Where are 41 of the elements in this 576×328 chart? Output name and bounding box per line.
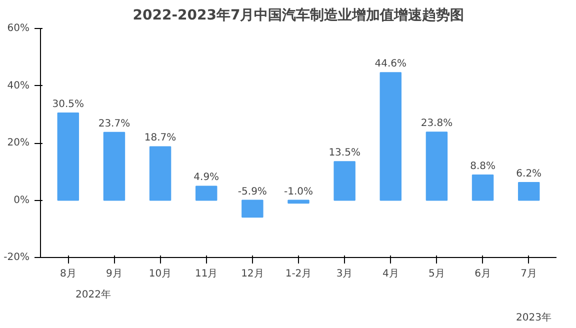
x-tick-label: 6月 (474, 268, 491, 280)
x-tick-label: 12月 (241, 268, 264, 280)
bar (380, 72, 402, 201)
data-label: 13.5% (328, 148, 360, 159)
x-tick-label: 9月 (106, 268, 122, 280)
bar (103, 132, 126, 201)
bar (57, 112, 80, 201)
data-label: -5.9% (238, 186, 267, 198)
x-tick-label: 7月 (520, 268, 538, 280)
x-tick-label: 3月 (336, 268, 353, 280)
y-tick-label: -20% (4, 252, 30, 263)
y-tick-label: 20% (7, 138, 30, 148)
bar (195, 186, 218, 201)
y-tick-label: 40% (7, 80, 30, 92)
x-tick-label: 11月 (194, 268, 218, 280)
bar (518, 182, 540, 201)
x-tick-label: 5月 (428, 268, 445, 280)
data-label: 23.7% (98, 118, 130, 130)
data-label: 6.2% (516, 168, 542, 180)
data-label: -1.0% (284, 186, 314, 198)
bar (472, 174, 494, 201)
x-tick-label: 10月 (148, 268, 172, 280)
y-tick-label: 60% (7, 23, 30, 34)
data-label: 44.6% (374, 58, 407, 70)
y-tick-label: 0% (14, 194, 30, 206)
bar (242, 200, 264, 218)
data-label: 8.8% (470, 161, 496, 172)
bar (149, 146, 172, 201)
bar (426, 132, 448, 201)
text: 2023年 (516, 312, 552, 324)
x-tick-label: 4月 (382, 268, 399, 280)
data-label: 4.9% (194, 172, 220, 184)
chart-title: 2022-2023年7月中国汽车制造业增加值增速趋势图 (132, 6, 464, 24)
x-tick-label: 8月 (60, 268, 76, 280)
bar (334, 161, 356, 201)
data-label: 23.8% (420, 118, 453, 130)
bar (288, 200, 310, 204)
text: 2022年 (76, 288, 111, 300)
data-label: 18.7% (144, 132, 176, 144)
x-tick-label: 1-2月 (285, 268, 312, 280)
data-label: 30.5% (52, 98, 84, 110)
